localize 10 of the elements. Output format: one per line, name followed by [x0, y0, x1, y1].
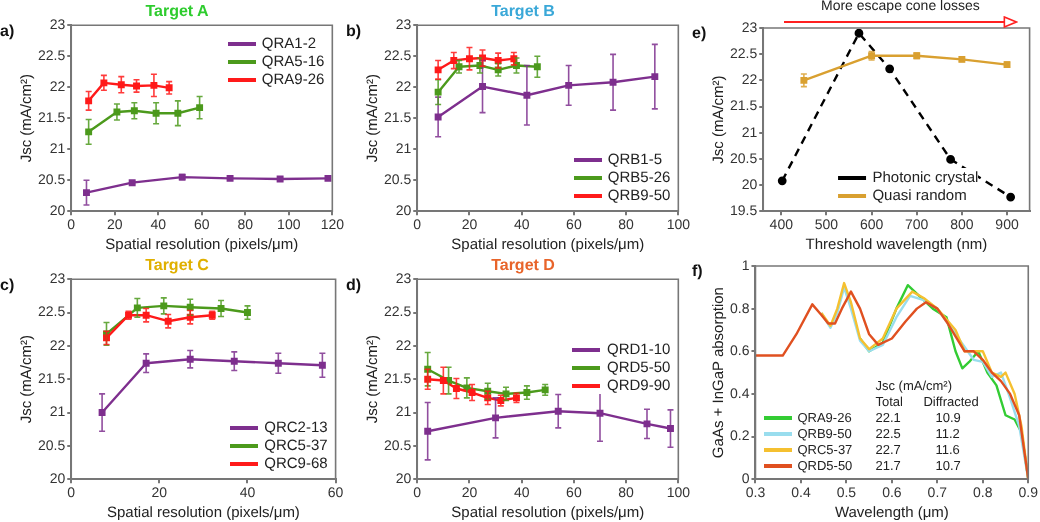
- text: c): [0, 275, 15, 294]
- chart-title: Target A: [145, 2, 209, 21]
- chart-title: Target D: [491, 256, 556, 275]
- text: a): [0, 21, 15, 40]
- text: f): [692, 262, 703, 280]
- text: b): [346, 21, 362, 40]
- text: d): [346, 275, 362, 294]
- chart-title: Target C: [145, 256, 210, 275]
- chart-title: Target B: [491, 2, 556, 21]
- text: e): [692, 24, 707, 42]
